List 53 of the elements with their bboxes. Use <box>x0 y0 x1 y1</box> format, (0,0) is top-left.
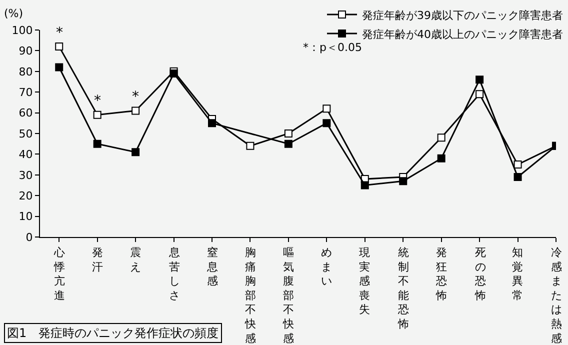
y-tick-label: 100 <box>12 24 33 37</box>
point <box>476 76 484 84</box>
x-tick-label: 冷感または熱感 <box>551 246 562 345</box>
point <box>93 110 102 119</box>
y-tick-label: 40 <box>18 148 33 162</box>
point <box>208 119 216 128</box>
annotation: *：p＜0.05 <box>303 41 362 54</box>
x-tick-label: めまい <box>321 246 332 288</box>
y-tick-label: 70 <box>18 86 33 99</box>
x-tick-label: 息苦しさ <box>168 246 180 302</box>
legend-label: 発症年齢が39歳以下のパニック障害患者 <box>362 8 563 22</box>
x-tick-label: 震え <box>130 246 141 274</box>
x-tick-label: 発汗 <box>92 246 103 274</box>
point <box>132 106 140 115</box>
legend-label: 発症年齢が40歳以上のパニック障害患者 <box>362 28 563 41</box>
x-tick-label: 嘔気腹部不快感 <box>282 246 294 345</box>
point <box>514 160 522 169</box>
x-tick-label: 窒息感 <box>206 246 218 288</box>
y-tick-label: 10 <box>18 210 33 224</box>
point <box>437 134 446 142</box>
y-tick-label: 80 <box>18 65 33 78</box>
point <box>55 63 64 72</box>
x-tick-label: 心悸亢進 <box>53 246 65 302</box>
point <box>93 140 102 148</box>
x-tick-label: 胸痛胸部不快感 <box>244 246 256 345</box>
point <box>55 42 64 51</box>
point <box>284 130 292 138</box>
x-tick-label: 現実感喪失 <box>359 246 370 316</box>
point <box>246 142 254 150</box>
y-axis-title: (%) <box>4 7 24 20</box>
y-tick-label: 60 <box>18 106 33 120</box>
point <box>437 154 446 162</box>
point <box>132 148 140 156</box>
point <box>322 104 331 113</box>
x-tick-label: 死の恐怖 <box>474 246 486 302</box>
y-tick-label: 30 <box>18 168 33 182</box>
point <box>284 140 292 148</box>
x-tick-label: 統制不能恐怖 <box>397 246 409 330</box>
text: 図1 発症時のパニック発作症状の頻度 <box>7 326 219 340</box>
x-tick-label: 発狂恐怖 <box>435 246 447 302</box>
annotation: * <box>56 25 63 41</box>
point <box>360 181 369 190</box>
annotation: * <box>94 93 101 109</box>
point <box>514 172 522 181</box>
y-tick-label: 90 <box>18 44 33 58</box>
x-tick-label: 知覚異常 <box>512 246 523 302</box>
y-tick-label: 20 <box>18 189 33 202</box>
point <box>399 177 408 186</box>
annotation: * <box>132 89 139 105</box>
point <box>476 90 484 98</box>
y-tick-label: 50 <box>18 127 33 140</box>
y-tick-label: 0 <box>26 230 33 244</box>
point <box>322 119 331 128</box>
